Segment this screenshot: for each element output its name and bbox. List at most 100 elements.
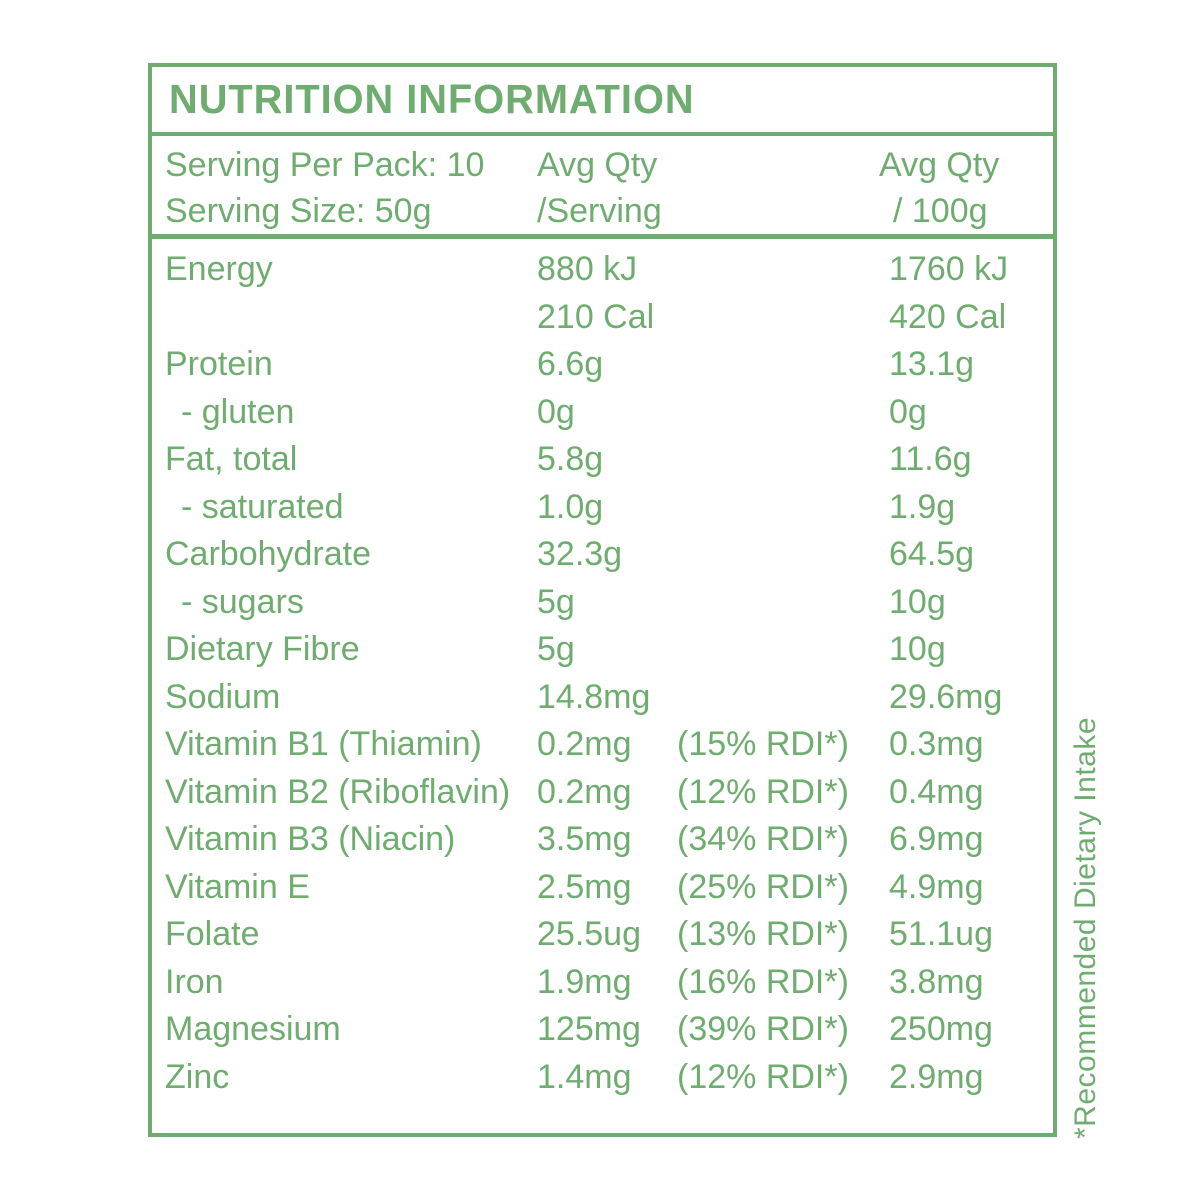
cell-rdi: (15% RDI*)	[677, 725, 849, 763]
cell-per-100g: 250mg	[889, 1010, 993, 1048]
cell-per-serving: 0.2mg	[537, 772, 632, 811]
cell-label: Zinc	[165, 1057, 230, 1096]
cell-rdi	[677, 579, 889, 627]
cell-per-serving: 880 kJ	[537, 250, 638, 288]
serving-per-pack: Serving Per Pack: 10	[165, 146, 485, 184]
cell-per-serving: 6.6g	[537, 345, 604, 383]
header-row-2: Serving Size: 50g /Serving / 100g	[165, 188, 1053, 234]
cell-per-100g: 10g	[889, 630, 946, 668]
cell-rdi	[677, 341, 889, 389]
cell-per-serving: 3.5mg	[537, 820, 632, 858]
cell-per-100g: 64.5g	[889, 535, 975, 573]
col-header-avg-qty-serving: Avg Qty	[537, 146, 658, 184]
cell-label: Vitamin B1 (Thiamin)	[165, 725, 482, 763]
cell-per-100g: 2.9mg	[889, 1057, 984, 1096]
cell-label: Vitamin B3 (Niacin)	[165, 820, 456, 858]
table-row: Vitamin B1 (Thiamin) 0.2mg (15% RDI*) 0.3mg	[165, 721, 1053, 769]
cell-label: Fat, total	[165, 440, 298, 478]
cell-label: Protein	[165, 345, 273, 383]
cell-label: - sugars	[181, 582, 304, 621]
cell-label: Folate	[165, 915, 260, 953]
page-title: NUTRITION INFORMATION	[169, 76, 695, 122]
cell-per-serving: 32.3g	[537, 535, 623, 573]
cell-per-serving: 0g	[537, 392, 575, 431]
cell-rdi: (13% RDI*)	[677, 915, 849, 953]
cell-label	[165, 294, 537, 342]
col-header-avg-qty-100g: Avg Qty	[879, 146, 1000, 184]
cell-label: Energy	[165, 250, 273, 288]
spacer-cell	[677, 188, 889, 234]
cell-rdi: (34% RDI*)	[677, 820, 849, 858]
table-row: Vitamin B3 (Niacin) 3.5mg (34% RDI*) 6.9mg	[165, 816, 1053, 864]
cell-rdi	[677, 294, 889, 342]
table-row: 210 Cal 420 Cal	[165, 294, 1053, 342]
cell-per-serving: 5.8g	[537, 440, 604, 478]
cell-label: Magnesium	[165, 1010, 341, 1048]
table-row: Energy 880 kJ 1760 kJ	[165, 246, 1053, 294]
cell-per-serving: 1.9mg	[537, 962, 632, 1001]
table-row: Carbohydrate 32.3g 64.5g	[165, 531, 1053, 579]
table-row: Folate 25.5ug (13% RDI*) 51.1ug	[165, 911, 1053, 959]
table-row: Vitamin B2 (Riboflavin) 0.2mg (12% RDI*) 0.…	[165, 769, 1053, 817]
cell-per-100g: 29.6mg	[889, 677, 1003, 716]
table-row: Magnesium 125mg (39% RDI*) 250mg	[165, 1006, 1053, 1054]
cell-per-100g: 3.8mg	[889, 962, 984, 1001]
spacer-cell	[677, 142, 889, 188]
table-row: Protein 6.6g 13.1g	[165, 341, 1053, 389]
serving-size: Serving Size: 50g	[165, 192, 432, 230]
nutrition-panel: NUTRITION INFORMATION Serving Per Pack: …	[148, 63, 1057, 1137]
cell-rdi	[677, 246, 889, 294]
cell-rdi	[677, 531, 889, 579]
cell-per-serving: 2.5mg	[537, 867, 632, 906]
cell-per-serving: 14.8mg	[537, 677, 651, 716]
cell-per-serving: 0.2mg	[537, 725, 632, 763]
cell-rdi: (16% RDI*)	[677, 962, 849, 1001]
cell-per-100g: 51.1ug	[889, 915, 993, 953]
cell-label: Iron	[165, 962, 224, 1001]
cell-per-100g: 6.9mg	[889, 820, 984, 858]
cell-label: - saturated	[181, 487, 344, 526]
cell-per-100g: 11.6g	[889, 440, 972, 478]
cell-per-serving: 1.0g	[537, 487, 604, 526]
cell-per-serving: 125mg	[537, 1010, 641, 1048]
cell-per-100g: 1760 kJ	[889, 250, 1009, 288]
cell-per-serving: 1.4mg	[537, 1057, 632, 1096]
cell-per-100g: 0.4mg	[889, 772, 984, 811]
col-header-per-serving: /Serving	[537, 192, 662, 230]
cell-rdi: (39% RDI*)	[677, 1010, 849, 1048]
cell-label: Vitamin B2 (Riboflavin)	[165, 772, 511, 811]
cell-rdi: (12% RDI*)	[677, 772, 849, 811]
cell-per-100g: 13.1g	[889, 345, 975, 383]
cell-rdi	[677, 484, 889, 532]
cell-per-serving: 210 Cal	[537, 297, 655, 336]
cell-per-100g: 0g	[889, 392, 927, 431]
table-row: Sodium 14.8mg 29.6mg	[165, 674, 1053, 722]
cell-per-100g: 10g	[889, 582, 946, 621]
cell-rdi	[677, 436, 889, 484]
cell-label: Dietary Fibre	[165, 630, 360, 668]
cell-label: Sodium	[165, 677, 281, 716]
cell-label: Vitamin E	[165, 867, 310, 906]
cell-per-serving: 25.5ug	[537, 915, 641, 953]
cell-rdi	[677, 674, 889, 722]
table-row: Dietary Fibre 5g 10g	[165, 626, 1053, 674]
cell-per-serving: 5g	[537, 630, 575, 668]
table-row: - gluten 0g 0g	[165, 389, 1053, 437]
cell-rdi: (25% RDI*)	[677, 867, 849, 906]
cell-per-100g: 420 Cal	[889, 297, 1007, 336]
rdi-footnote: *Recommended Dietary Intake	[1069, 716, 1102, 1139]
cell-per-serving: 5g	[537, 582, 575, 621]
col-header-per-100g: / 100g	[893, 192, 988, 230]
table-row: Fat, total 5.8g 11.6g	[165, 436, 1053, 484]
cell-rdi	[677, 626, 889, 674]
cell-label: - gluten	[181, 392, 295, 431]
cell-per-100g: 4.9mg	[889, 867, 984, 906]
table-row: Vitamin E 2.5mg (25% RDI*) 4.9mg	[165, 864, 1053, 912]
table-row: - saturated 1.0g 1.9g	[165, 484, 1053, 532]
cell-label: Carbohydrate	[165, 535, 372, 573]
nutrition-table-body: Energy 880 kJ 1760 kJ 210 Cal 420 Cal Protein…	[152, 239, 1053, 1101]
table-row: Zinc 1.4mg (12% RDI*) 2.9mg	[165, 1054, 1053, 1102]
table-row: - sugars 5g 10g	[165, 579, 1053, 627]
table-header: Serving Per Pack: 10 Avg Qty Avg Qty Ser…	[152, 136, 1053, 239]
